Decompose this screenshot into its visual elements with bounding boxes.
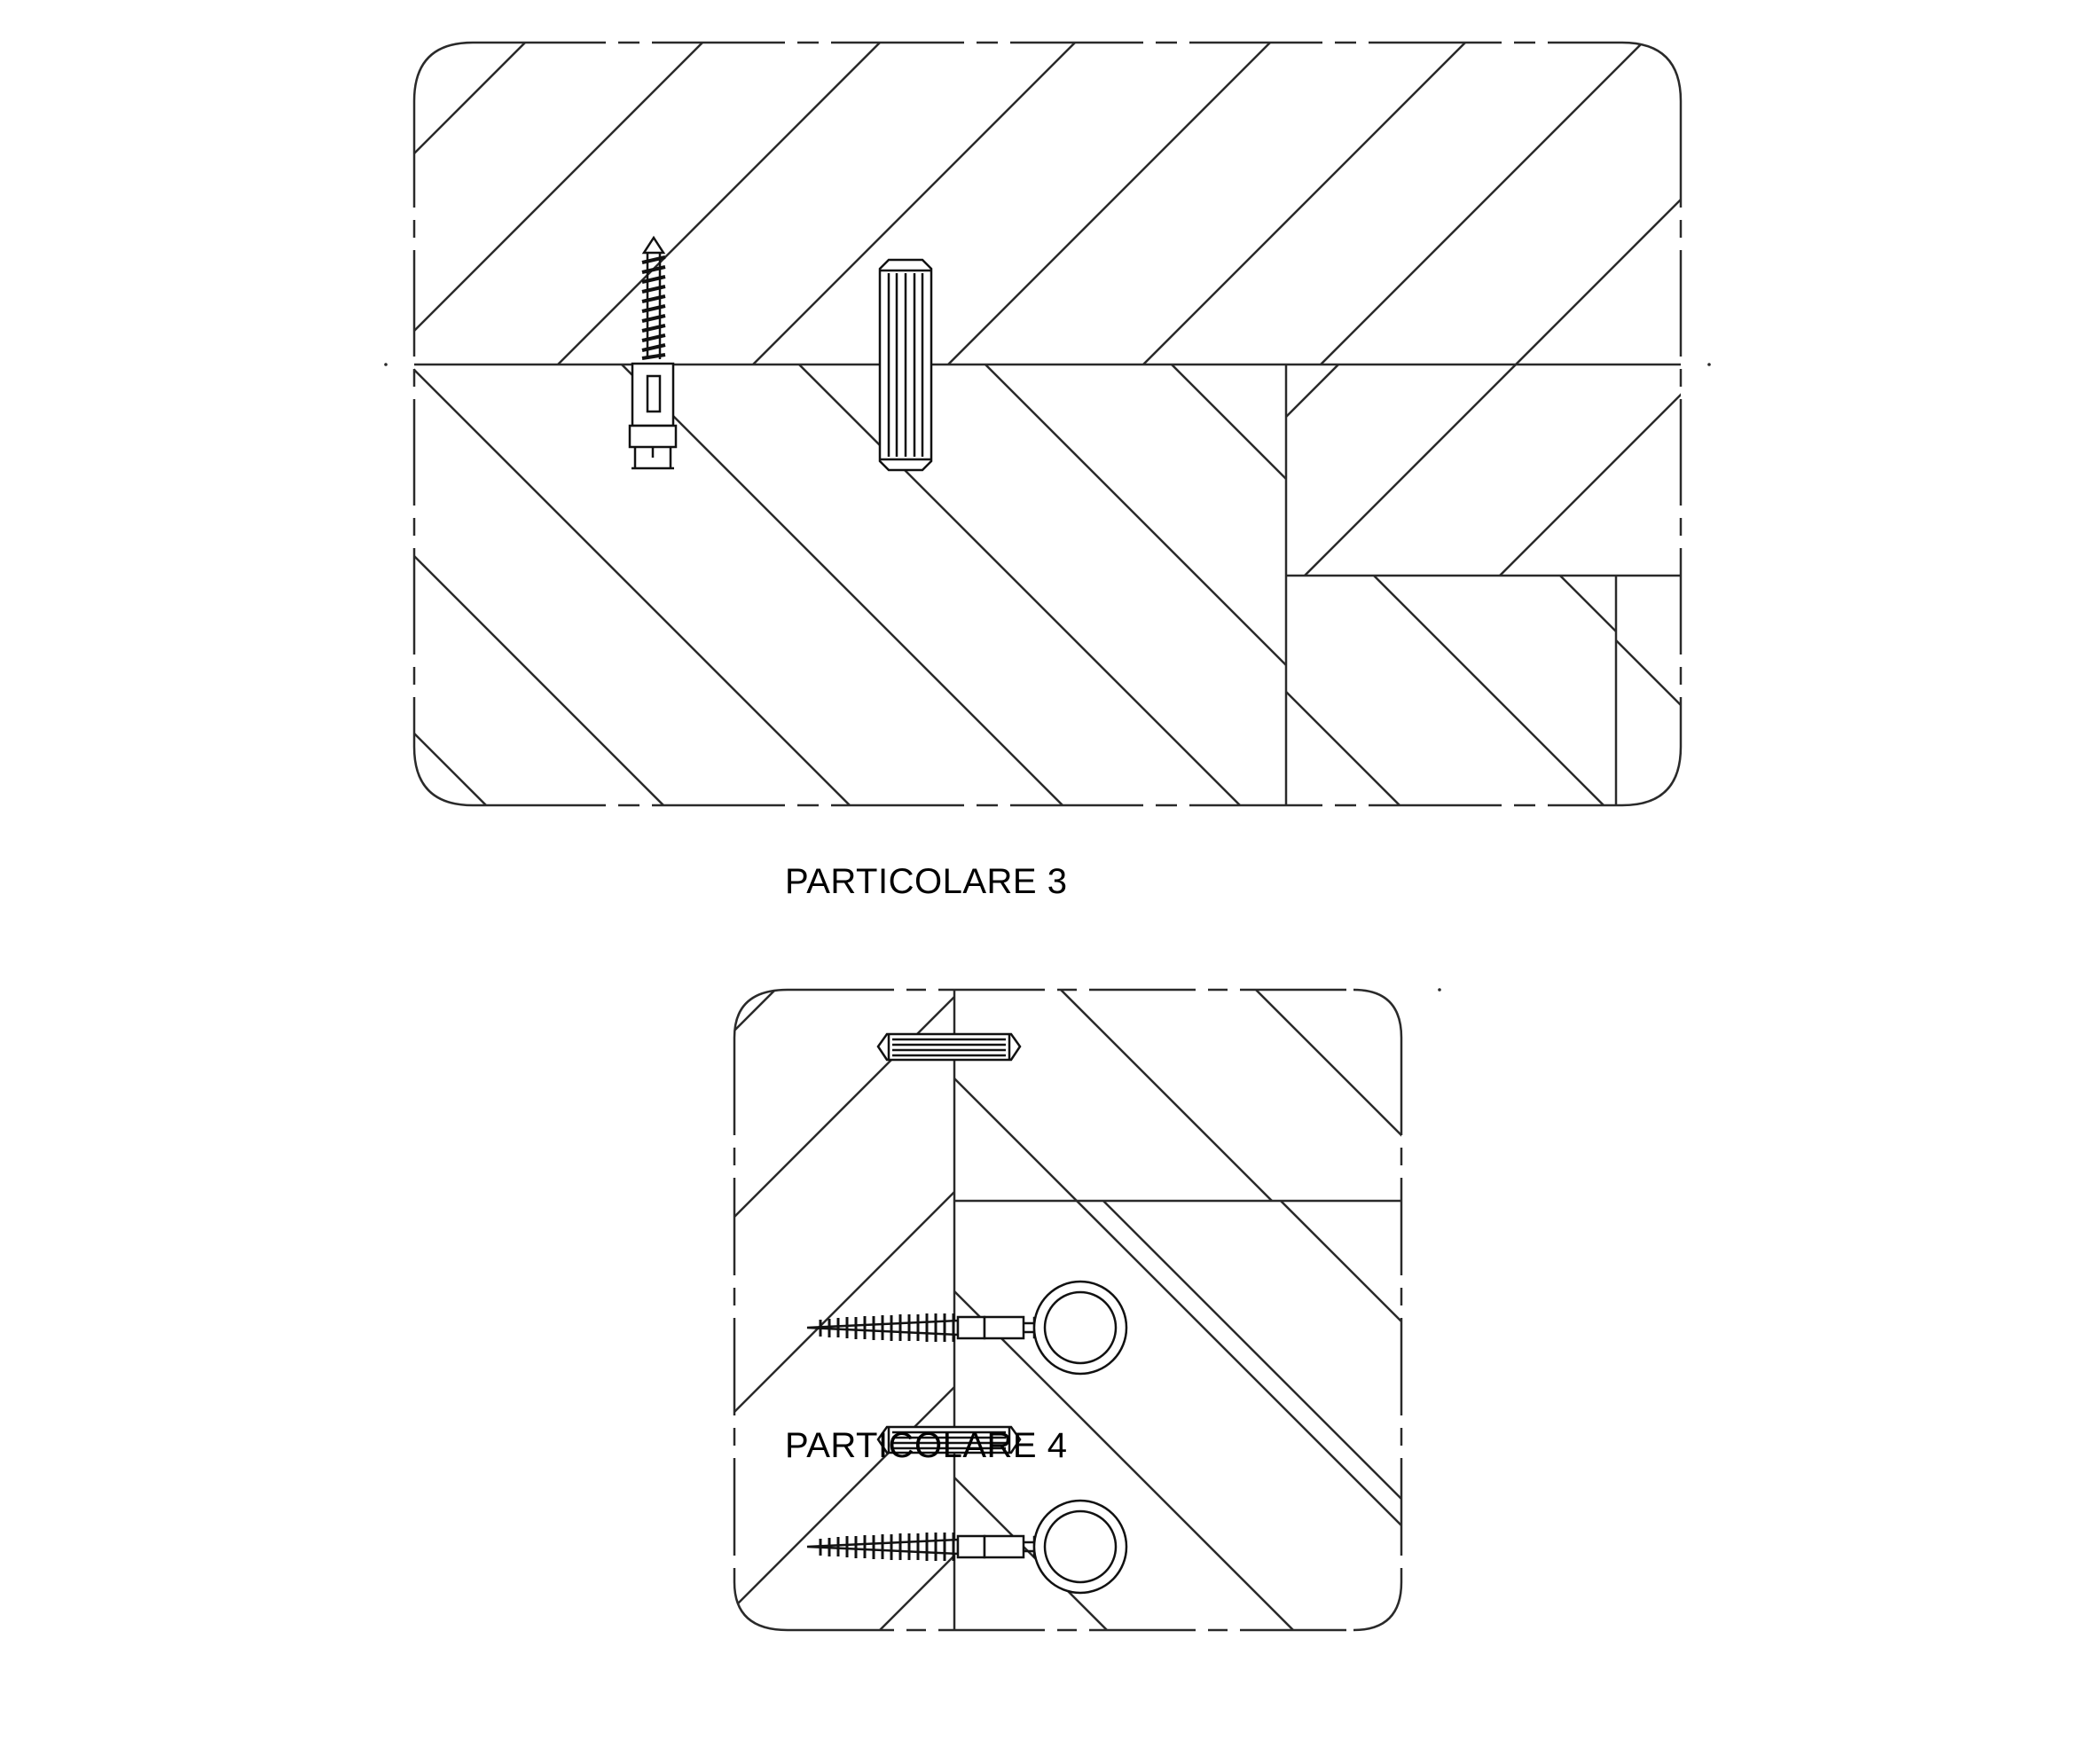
ring-screw-icon <box>806 1280 1128 1376</box>
detail-3-outline <box>412 41 1683 807</box>
dowel-icon <box>878 258 933 472</box>
hatch-right-upper-panel <box>1286 365 1681 576</box>
detail-4-caption: PARTICOLARE 4 <box>785 1426 1068 1465</box>
dowel-icon <box>876 1425 1022 1454</box>
detail-3-caption: PARTICOLARE 3 <box>785 862 1068 901</box>
hatch-bottom-left-panel <box>414 365 1286 805</box>
hatch-top-panel <box>414 43 1681 365</box>
detail-4-outline <box>733 988 1403 1632</box>
hatch-right-lower-panel-4 <box>954 1201 1401 1630</box>
detail-3-section <box>384 41 1711 992</box>
ring-screw-icon <box>806 1499 1128 1595</box>
anchor-screw-icon <box>628 235 678 470</box>
dowel-icon <box>876 1032 1022 1062</box>
hatch-right-strip <box>1616 620 1681 764</box>
hatch-left-panel <box>734 990 954 1630</box>
hatch-right-upper-panel-4 <box>954 990 1401 1201</box>
detail-4-section <box>733 988 1403 1632</box>
centerline-ticks <box>384 363 1711 992</box>
hatch-right-lower-panel <box>1286 576 1616 805</box>
